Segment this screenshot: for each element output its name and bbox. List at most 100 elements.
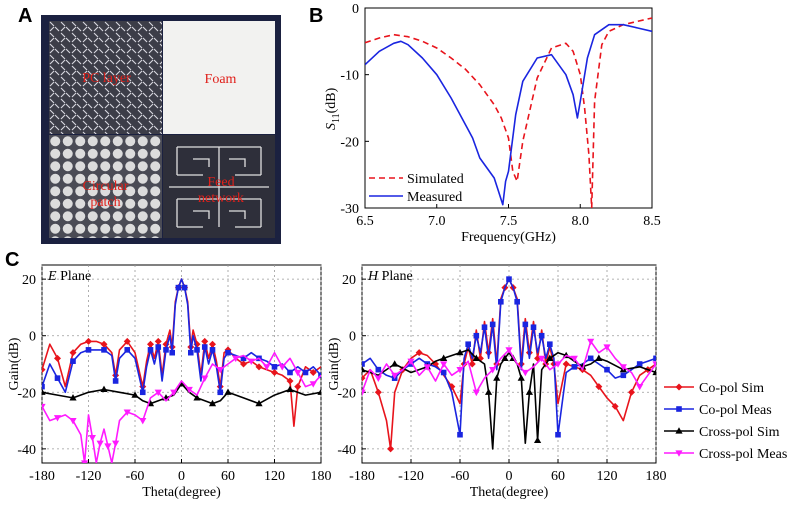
series-cross-pol-sim <box>42 380 321 407</box>
data-point <box>100 340 108 348</box>
data-point <box>154 389 162 397</box>
data-point <box>362 374 366 382</box>
data-point <box>498 298 504 305</box>
chart-s11: 6.5 7.0 7.5 8.0 8.5 0 -10 -20 -30 Frequency(GHz) S… <box>324 2 661 245</box>
data-point <box>468 360 476 368</box>
x-tick-label: 60 <box>551 469 565 484</box>
data-point <box>232 355 240 363</box>
y-axis-label: S11(dB) <box>324 87 342 130</box>
data-point <box>628 388 635 396</box>
x-tick-label: 7.0 <box>428 214 446 229</box>
data-point <box>100 385 108 393</box>
data-point <box>362 389 366 397</box>
data-point <box>271 368 278 376</box>
data-point <box>255 363 263 371</box>
legend-marker <box>675 383 683 391</box>
data-point <box>652 361 656 368</box>
data-point <box>362 365 366 373</box>
legend-s11: Simulated Measured <box>369 172 464 205</box>
data-point <box>201 344 208 350</box>
data-point <box>278 364 286 371</box>
data-point <box>554 361 562 368</box>
data-point <box>484 388 493 395</box>
data-point <box>456 367 464 374</box>
x-tick-label: 6.5 <box>356 214 374 229</box>
plot-frame <box>364 7 653 209</box>
data-point <box>456 348 464 356</box>
data-point <box>263 364 271 371</box>
y-tick-label: -40 <box>337 443 356 458</box>
data-point <box>362 361 365 367</box>
x-tick-label: -180 <box>29 469 55 484</box>
antenna-photo: PC layer Foam Circular patch Feed networ… <box>41 15 281 244</box>
x-tick-label: 8.5 <box>643 214 661 229</box>
legend-panel-c: Co-pol Sim Co-pol Meas Cross-pol Sim Cross-… <box>664 381 787 462</box>
legend-label: Co-pol Sim <box>699 381 764 396</box>
x-axis-label: Theta(degree) <box>470 485 549 500</box>
data-point <box>604 366 610 373</box>
chart-eplane: -180 -120 -60 0 60 120 180 20 0 -20 -40 Theta(degre… <box>7 264 332 500</box>
chart-hplane: -180 -120 -60 0 60 120 180 20 0 -20 -40 Theta(degre… <box>327 264 667 500</box>
data-point <box>53 415 62 422</box>
data-point <box>530 324 537 331</box>
data-point <box>209 340 216 348</box>
circular-patch-pattern <box>49 135 162 238</box>
data-point <box>224 388 232 395</box>
legend-label: Cross-pol Sim <box>699 425 780 440</box>
data-point <box>85 337 92 345</box>
foam-label: Foam <box>204 72 237 87</box>
data-point <box>147 347 154 353</box>
x-tick-label: 60 <box>221 469 235 484</box>
x-tick-label: 0 <box>506 469 513 484</box>
data-point <box>69 349 77 357</box>
y-axis-label: Gain(dB) <box>7 337 22 390</box>
data-point <box>123 337 131 345</box>
x-tick-label: 120 <box>264 469 285 484</box>
x-tick-label: -60 <box>451 469 470 484</box>
data-point <box>611 402 619 410</box>
data-point <box>603 344 611 351</box>
series-cross-pol-meas <box>42 351 321 463</box>
data-point <box>514 298 520 305</box>
foam-tile: Foam <box>163 21 275 134</box>
data-point <box>209 347 216 353</box>
data-point <box>42 383 45 390</box>
data-point <box>317 388 321 395</box>
data-point <box>570 355 578 363</box>
series-measured <box>365 23 652 206</box>
pc-layer-pattern <box>49 21 162 134</box>
data-point <box>473 332 480 339</box>
legend-label: Simulated <box>407 172 464 187</box>
data-point <box>489 321 496 328</box>
data-point <box>69 417 77 425</box>
circular-patch-label: Circular patch <box>82 179 129 210</box>
data-point <box>522 321 529 328</box>
y-tick-label: 0 <box>349 330 356 345</box>
data-point <box>194 347 200 353</box>
data-point <box>217 389 224 396</box>
data-point <box>595 383 603 391</box>
feed-network-tile: Feed network <box>163 135 275 238</box>
feed-network-label: Feed network <box>198 175 244 206</box>
data-point <box>104 443 112 450</box>
data-point <box>240 355 247 362</box>
circular-patch-tile: Circular patch <box>49 135 162 238</box>
legend-marker <box>675 427 683 434</box>
data-point <box>440 369 447 376</box>
data-point <box>472 389 480 397</box>
x-tick-label: -120 <box>398 469 424 484</box>
data-point <box>54 354 61 362</box>
data-point <box>193 394 201 401</box>
data-point <box>240 360 247 368</box>
data-point <box>69 394 77 401</box>
data-point <box>294 369 302 377</box>
data-point <box>154 337 162 345</box>
series-co-pol-meas <box>42 278 321 396</box>
legend-label: Measured <box>407 190 462 205</box>
feed-network-pattern <box>169 146 269 228</box>
data-point <box>175 284 182 291</box>
data-point <box>374 375 382 382</box>
data-point <box>271 364 278 370</box>
legend-label: Cross-pol Meas <box>699 447 787 462</box>
data-point <box>489 367 497 374</box>
